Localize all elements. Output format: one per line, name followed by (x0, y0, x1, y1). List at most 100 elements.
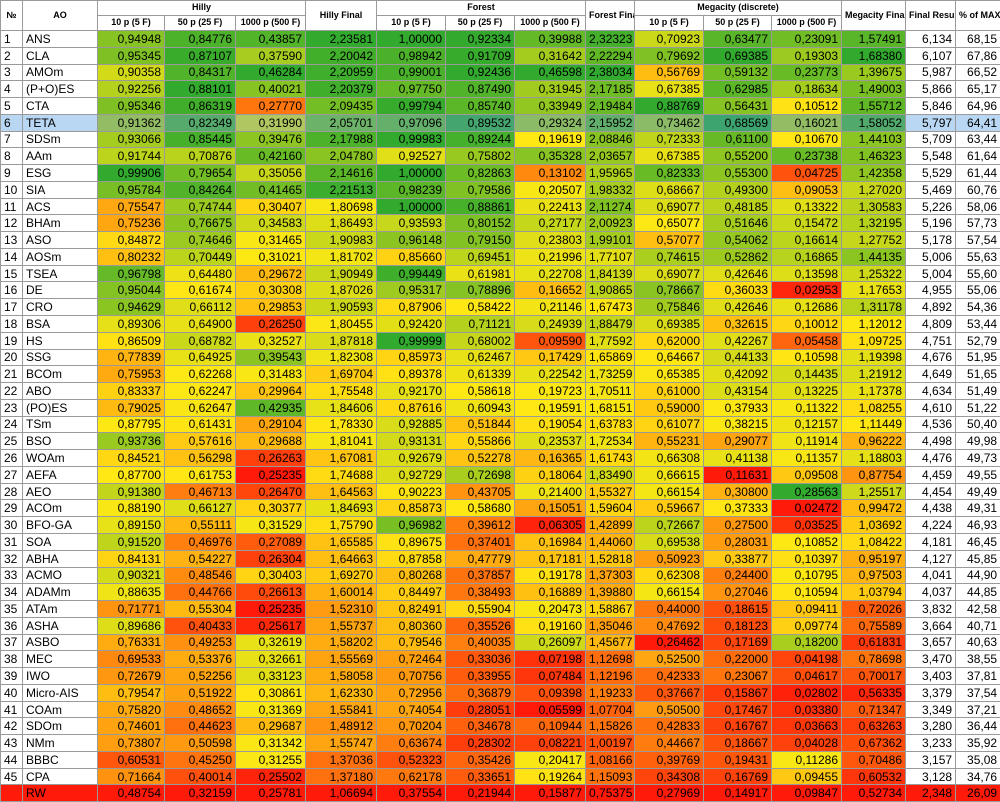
score-cell: 0,02802 (771, 683, 843, 702)
score-cell: 0,52734 (841, 784, 907, 802)
score-cell: 0,79150 (445, 231, 515, 249)
score-cell: 0,41138 (703, 449, 773, 467)
score-cell: 0,09455 (771, 767, 843, 786)
score-cell: 0,50923 (634, 549, 705, 568)
score-cell: 54,36 (955, 298, 1000, 317)
score-cell: 1,00197 (585, 734, 636, 752)
score-cell: 0,43154 (703, 382, 773, 400)
score-cell: 1,88479 (585, 315, 636, 333)
score-cell: 0,15051 (513, 499, 587, 518)
score-cell: 0,95317 (376, 281, 446, 300)
score-cell: 0,34308 (634, 767, 705, 786)
score-cell: 0,74646 (164, 231, 236, 249)
score-cell: 5,469 (905, 180, 957, 199)
score-cell: 1,73259 (585, 365, 636, 384)
score-cell: 1,65585 (305, 532, 377, 551)
score-cell: 0,82491 (376, 600, 446, 618)
score-cell: 0,85740 (445, 97, 515, 115)
score-cell: 0,64667 (634, 348, 705, 367)
score-cell: 0,99449 (376, 264, 446, 283)
score-cell: 0,46713 (164, 482, 236, 501)
row-number: 32 (0, 549, 23, 568)
score-cell: 0,24400 (703, 566, 773, 585)
score-cell: 0,91744 (97, 147, 165, 166)
score-cell: 1,90983 (305, 231, 377, 249)
score-cell: 1,15826 (585, 717, 636, 736)
score-cell: 0,04198 (771, 650, 843, 669)
score-cell: 1,74688 (305, 465, 377, 484)
score-cell: 64,41 (955, 113, 1000, 132)
score-cell: 0,27770 (235, 97, 306, 115)
score-cell: 0,88190 (97, 499, 165, 518)
score-cell: 0,38493 (445, 583, 515, 602)
score-cell: 1,09725 (841, 331, 907, 350)
score-cell: 4,438 (905, 499, 957, 518)
header-cell: 10 p (5 F) (634, 15, 705, 31)
score-cell: 1,08255 (841, 398, 907, 417)
score-cell: 0,31990 (235, 113, 306, 132)
score-cell: 2,20959 (305, 63, 377, 82)
score-cell: 0,28031 (703, 532, 773, 551)
score-cell: 0,39543 (235, 348, 306, 367)
score-cell: 0,17169 (703, 633, 773, 652)
score-cell: 0,43705 (445, 482, 515, 501)
score-cell: 1,37036 (305, 750, 377, 769)
score-cell: 46,93 (955, 516, 1000, 534)
score-cell: 4,649 (905, 365, 957, 384)
score-cell: 55,06 (955, 281, 1000, 300)
table-row: 3 AMOm 0,90358 0,84317 0,46284 2,20959 0,99001… (0, 63, 1000, 82)
score-cell: 0,66112 (164, 298, 236, 317)
score-cell: 0,19160 (513, 616, 587, 635)
row-number: 19 (0, 331, 23, 350)
score-cell: 0,19264 (513, 767, 587, 786)
score-cell: 0,25617 (235, 616, 306, 635)
table-row: 14 AOSm 0,80232 0,70449 0,31021 1,81702 0,8566… (0, 247, 1000, 266)
algorithm-name: ASBO (22, 633, 98, 652)
score-cell: 0,11322 (771, 398, 843, 417)
score-cell: 5,006 (905, 247, 957, 266)
table-row: 21 BCOm 0,75953 0,62268 0,31483 1,69704 0,8937… (0, 365, 1000, 384)
score-cell: 1,45677 (585, 633, 636, 652)
algorithm-name: TSm (22, 415, 98, 434)
score-cell: 0,44623 (164, 717, 236, 736)
score-cell: 0,92679 (376, 449, 446, 467)
algorithm-name: SIA (22, 180, 98, 199)
score-cell: 0,94629 (97, 298, 165, 317)
score-cell: 0,33123 (235, 667, 306, 685)
score-cell: 0,17181 (513, 549, 587, 568)
score-cell: 0,56335 (841, 683, 907, 702)
score-cell: 0,27046 (703, 583, 773, 602)
score-cell: 1,58058 (305, 667, 377, 685)
score-cell: 0,89378 (376, 365, 446, 384)
score-cell: 0,86319 (164, 97, 236, 115)
score-cell: 2,09435 (305, 97, 377, 115)
score-cell: 0,84872 (97, 231, 165, 249)
score-cell: 1,55569 (305, 650, 377, 669)
score-cell: 0,79586 (445, 180, 515, 199)
score-cell: 3,403 (905, 667, 957, 685)
algorithm-name: CRO (22, 298, 98, 317)
score-cell: 0,11357 (771, 449, 843, 467)
score-cell: 0,33877 (703, 549, 773, 568)
score-cell: 0,88101 (164, 80, 236, 99)
score-cell: 5,548 (905, 147, 957, 166)
table-row: 25 BSO 0,93736 0,57616 0,29688 1,81041 0,93131… (0, 432, 1000, 451)
score-cell: 0,87906 (376, 298, 446, 317)
table-row: 34 ADAMm 0,88635 0,44766 0,26613 1,60014 0,844… (0, 583, 1000, 602)
score-cell: 51,95 (955, 348, 1000, 367)
score-cell: 0,40433 (164, 616, 236, 635)
header-cell: Megacity (discrete) (634, 0, 843, 16)
score-cell: 1,49003 (841, 80, 907, 99)
score-cell: 0,95044 (97, 281, 165, 300)
score-cell: 0,60943 (445, 398, 515, 417)
score-cell: 0,82349 (164, 113, 236, 132)
score-cell: 0,85660 (376, 247, 446, 266)
table-row: 26 WOAm 0,84521 0,56298 0,26263 1,67081 0,9267… (0, 449, 1000, 467)
table-row: 7 SDSm 0,93066 0,85445 0,39476 2,17988 0,99983… (0, 130, 1000, 149)
score-cell: 0,55200 (703, 147, 773, 166)
score-cell: 0,26097 (513, 633, 587, 652)
score-cell: 35,92 (955, 734, 1000, 752)
score-cell: 0,88861 (445, 197, 515, 216)
score-cell: 51,49 (955, 382, 1000, 400)
table-row: 43 NMm 0,73807 0,50598 0,31342 1,55747 0,63674… (0, 734, 1000, 752)
